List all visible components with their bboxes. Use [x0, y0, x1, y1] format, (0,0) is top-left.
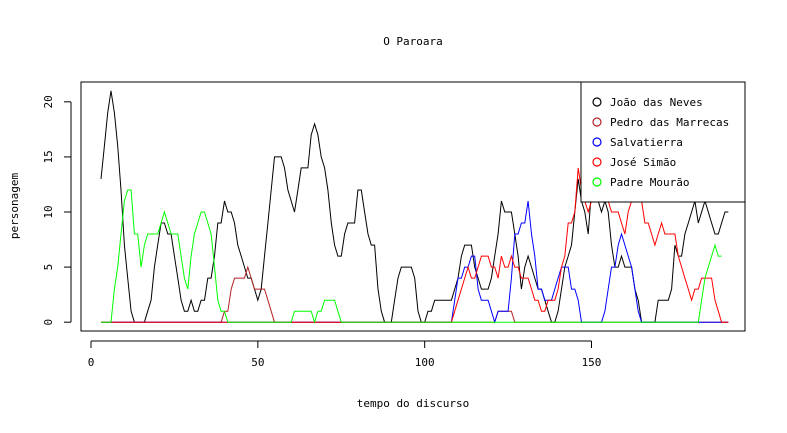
- x-tick-label: 50: [251, 356, 264, 369]
- chart-title: O Paroara: [383, 35, 443, 48]
- y-tick-label: 20: [42, 95, 55, 108]
- y-tick-label: 5: [42, 264, 55, 271]
- legend-entry-1: João das Neves: [610, 96, 703, 109]
- legend: João das Neves Pedro das Marrecas Salvatie…: [580, 81, 746, 203]
- legend-marker-3: [592, 137, 602, 147]
- legend-entry-4: José Simão: [610, 156, 676, 169]
- y-tick-label: 0: [42, 319, 55, 326]
- series-line-5: [101, 189, 722, 324]
- x-tick-label: 100: [415, 356, 435, 369]
- legend-marker-2: [592, 117, 602, 127]
- legend-entry-5: Padre Mourão: [610, 176, 689, 189]
- legend-marker-4: [592, 157, 602, 167]
- series-line-1: [100, 90, 729, 323]
- series-line-4: [101, 167, 729, 323]
- legend-marker-1: [592, 97, 602, 107]
- plot-frame: [80, 81, 746, 332]
- x-axis-label: tempo do discurso: [357, 397, 470, 410]
- y-axis-label: personagem: [8, 173, 21, 240]
- legend-entry-3: Salvatierra: [610, 136, 683, 149]
- y-tick-label: 15: [42, 150, 55, 163]
- series-layer: [100, 90, 729, 324]
- legend-box: [580, 81, 746, 203]
- y-tick-label: 10: [42, 205, 55, 218]
- x-axis: 0 50 100 150: [88, 340, 602, 369]
- legend-entry-2: Pedro das Marrecas: [610, 116, 729, 129]
- x-tick-label: 0: [88, 356, 95, 369]
- y-axis: 0 5 10 15 20: [42, 95, 72, 326]
- x-tick-label: 150: [582, 356, 602, 369]
- legend-marker-5: [592, 177, 602, 187]
- series-line-3: [101, 200, 729, 324]
